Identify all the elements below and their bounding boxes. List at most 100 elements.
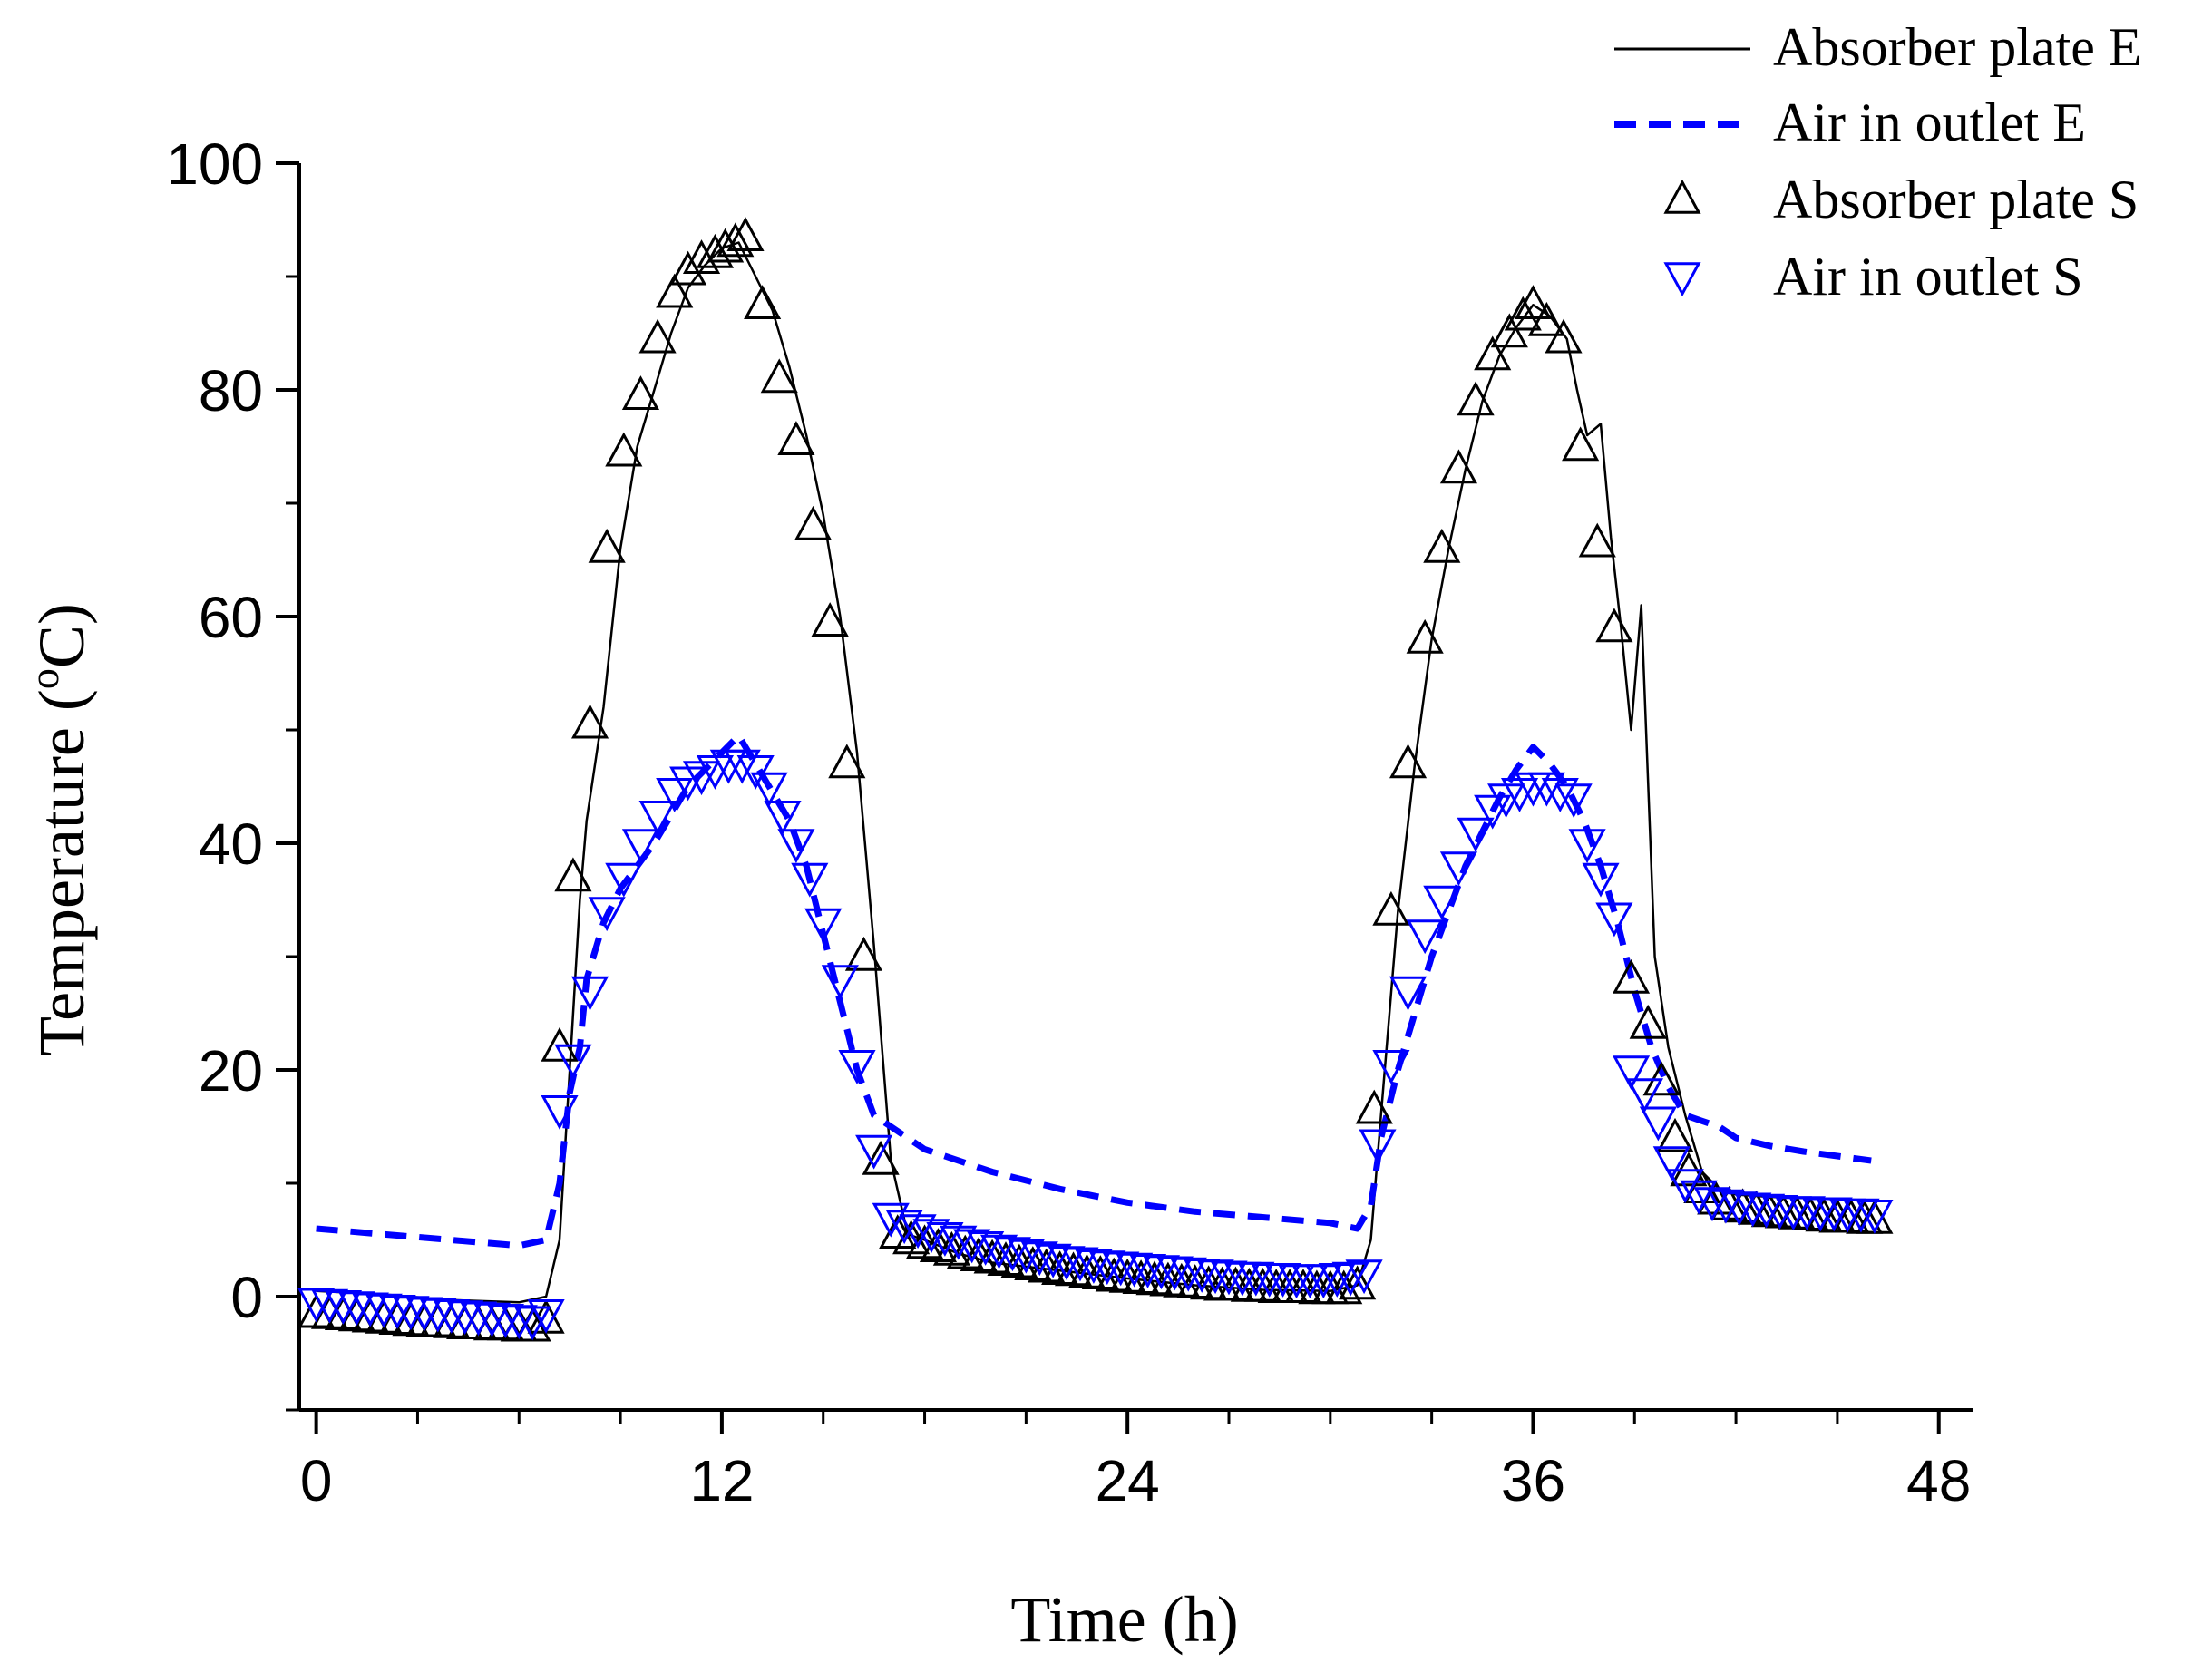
- series-point-air-in-outlet-s: [764, 801, 802, 835]
- series-point-absorber-plate-s: [1028, 1248, 1066, 1283]
- series-point-air-in-outlet-s: [1707, 1189, 1745, 1224]
- series-point-absorber-plate-s: [1000, 1243, 1038, 1278]
- series-point-air-in-outlet-s: [1625, 1078, 1664, 1113]
- series-point-air-in-outlet-s: [554, 1044, 592, 1079]
- series-point-air-in-outlet-s: [1474, 794, 1512, 830]
- series-point-air-in-outlet-s: [872, 1202, 910, 1238]
- series-point-absorber-plate-s: [1457, 381, 1495, 416]
- series-point-air-in-outlet-s: [527, 1299, 565, 1334]
- series-point-absorber-plate-s: [1081, 1255, 1119, 1289]
- series-point-air-in-outlet-s: [1423, 885, 1461, 920]
- series-point-absorber-plate-s: [716, 222, 755, 258]
- series-point-absorber-plate-s: [811, 602, 849, 637]
- series-point-air-in-outlet-s: [656, 778, 694, 812]
- x-axis-title: Time (h): [1010, 1583, 1238, 1656]
- series-point-absorber-plate-s: [760, 358, 798, 394]
- series-point-air-in-outlet-s: [777, 829, 815, 864]
- series-point-absorber-plate-s: [554, 857, 592, 892]
- series-point-absorber-plate-s: [1514, 285, 1553, 319]
- series-point-air-in-outlet-s: [1061, 1247, 1099, 1282]
- series-point-absorber-plate-s: [588, 528, 626, 563]
- series-point-absorber-plate-s: [1339, 1265, 1377, 1300]
- series-point-air-in-outlet-s: [1568, 829, 1606, 864]
- x-tick-label: 36: [1501, 1448, 1565, 1513]
- y-tick-label: 40: [199, 812, 263, 877]
- series-point-air-in-outlet-s: [1020, 1241, 1058, 1277]
- series-point-absorber-plate-s: [987, 1241, 1025, 1276]
- series-point-air-in-outlet-s: [1666, 1169, 1704, 1204]
- series-point-absorber-plate-s: [862, 1140, 900, 1175]
- series-point-air-in-outlet-s: [1331, 1261, 1369, 1297]
- series-point-absorber-plate-s: [777, 421, 815, 455]
- series-point-air-in-outlet-s: [1652, 1146, 1691, 1181]
- series-point-absorber-plate-s: [638, 318, 677, 354]
- series-point-absorber-plate-s: [744, 285, 782, 319]
- y-axis-title-suffix: C): [25, 603, 98, 668]
- series-point-air-in-outlet-s: [1680, 1180, 1718, 1215]
- series-point-absorber-plate-s: [960, 1237, 998, 1271]
- series-point-air-in-outlet-s: [1856, 1200, 1894, 1234]
- y-axis-title-prefix: Temperature (: [25, 689, 98, 1056]
- y-tick-label: 0: [230, 1265, 263, 1330]
- series-point-absorber-plate-s: [1612, 958, 1651, 994]
- series-point-absorber-plate-s: [1562, 426, 1600, 462]
- legend-label-air-in-outlet-e: Air in outlet E: [1773, 92, 2086, 152]
- x-tick-label: 48: [1906, 1448, 1971, 1513]
- series-point-air-in-outlet-s: [993, 1237, 1032, 1272]
- plot-area: [297, 163, 1973, 1412]
- series-point-absorber-plate-s: [570, 704, 609, 739]
- series-point-air-in-outlet-s: [570, 976, 609, 1011]
- series-point-air-in-outlet-s: [1007, 1239, 1045, 1274]
- series-point-air-in-outlet-s: [588, 897, 626, 932]
- series-point-air-in-outlet-s: [605, 862, 643, 898]
- series-point-absorber-plate-s: [1406, 618, 1444, 654]
- series-point-air-in-outlet-s: [1439, 851, 1478, 887]
- series-point-air-in-outlet-s: [912, 1219, 950, 1254]
- series-point-air-in-outlet-s: [541, 1095, 579, 1130]
- series-point-air-in-outlet-s: [885, 1210, 923, 1245]
- series-point-absorber-plate-s: [1545, 318, 1583, 354]
- series-point-absorber-plate-s: [1595, 608, 1633, 643]
- series-point-absorber-plate-s: [1054, 1251, 1093, 1287]
- series-point-air-in-outlet-s: [1359, 1129, 1397, 1164]
- series-point-absorber-plate-s: [605, 432, 643, 467]
- y-tick-label: 80: [199, 358, 263, 423]
- series-point-air-in-outlet-s: [1034, 1243, 1072, 1278]
- series-point-air-in-outlet-s: [926, 1222, 964, 1257]
- series-point-air-in-outlet-s: [979, 1234, 1018, 1269]
- series-point-absorber-plate-s: [973, 1239, 1011, 1274]
- series-point-absorber-plate-s: [696, 233, 735, 268]
- legend-label-absorber-plate-s: Absorber plate S: [1773, 170, 2139, 229]
- series-point-absorber-plate-s: [1527, 301, 1565, 336]
- series-point-air-in-outlet-s: [1639, 1106, 1677, 1142]
- y-axis-title-superscript: o: [21, 668, 67, 689]
- series-point-air-in-outlet-s: [953, 1229, 991, 1264]
- series-point-absorber-plate-s: [844, 936, 883, 971]
- legend-label-absorber-plate-e: Absorber plate E: [1773, 17, 2142, 77]
- legend-symbol-absorber-plate-s: [1663, 179, 1701, 214]
- series-point-absorber-plate-s: [706, 228, 745, 263]
- x-tick-label: 0: [300, 1448, 333, 1513]
- legend-label-air-in-outlet-s: Air in outlet S: [1773, 247, 2083, 306]
- series-point-absorber-plate-s: [1325, 1269, 1363, 1305]
- series-point-air-in-outlet-s: [621, 829, 660, 864]
- series-point-absorber-plate-s: [1014, 1246, 1052, 1280]
- y-tick-label: 100: [166, 131, 263, 197]
- y-tick-label: 20: [199, 1038, 263, 1103]
- series-point-absorber-plate-s: [669, 250, 707, 286]
- series-point-air-in-outlet-s: [1554, 783, 1593, 819]
- series-layer: [297, 217, 1894, 1342]
- series-point-absorber-plate-s: [621, 375, 660, 410]
- series-point-air-in-outlet-s: [1457, 817, 1495, 852]
- series-line-absorber-plate-e: [316, 241, 1872, 1304]
- y-axis-title: Temperature (oC): [21, 603, 98, 1056]
- series-point-air-in-outlet-s: [940, 1225, 978, 1260]
- series-point-absorber-plate-s: [1423, 528, 1461, 563]
- series-point-air-in-outlet-s: [1372, 1050, 1410, 1084]
- series-point-air-in-outlet-s: [1582, 862, 1620, 898]
- axis-ticks: 0 12 24 36 48 0 20 40 60 80 100: [166, 131, 1971, 1513]
- series-point-air-in-outlet-s: [838, 1050, 876, 1084]
- series-point-absorber-plate-s: [656, 273, 694, 308]
- series-point-absorber-plate-s: [828, 744, 866, 779]
